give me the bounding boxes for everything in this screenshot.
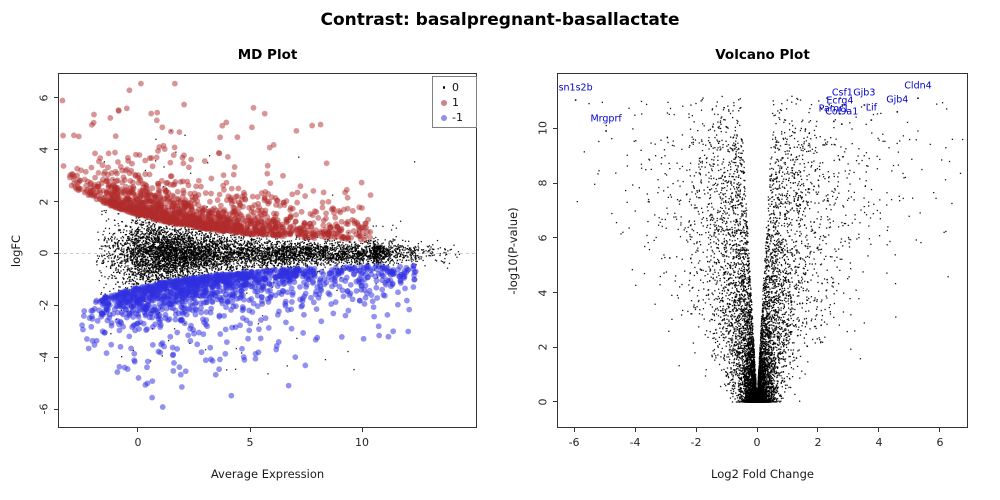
legend-swatch-icon — [440, 114, 448, 121]
volcano-x-tick-label: 0 — [753, 436, 761, 449]
md-y-tick-label: 4 — [37, 146, 51, 154]
main-title: Contrast: basalpregnant-basallactate — [320, 10, 680, 30]
md-y-tick-label: 2 — [37, 198, 51, 206]
md-y-tick — [54, 149, 58, 151]
volcano-x-tick-label: -2 — [690, 436, 702, 449]
volcano-x-tick — [878, 428, 880, 432]
md-y-tick — [54, 97, 58, 99]
gene-label-gjb4: Gjb4 — [886, 94, 909, 106]
gene-label-col9a1: Col9a1 — [825, 106, 859, 118]
md-plot-area — [58, 73, 477, 428]
volcano-y-tick — [553, 346, 557, 348]
md-y-tick-label: 6 — [37, 94, 51, 102]
md-y-tick — [54, 252, 58, 254]
volcano-x-tick-label: -4 — [629, 436, 641, 449]
volcano-x-tick-label: 6 — [936, 436, 944, 449]
md-x-tick-label: 10 — [355, 436, 370, 449]
legend-item: -1 — [440, 110, 476, 125]
md-y-tick-label: -6 — [37, 403, 51, 415]
md-y-tick — [54, 304, 58, 306]
volcano-y-tick — [553, 237, 557, 239]
md-plot-title: MD Plot — [237, 47, 298, 63]
legend-item: 0 — [440, 80, 476, 95]
volcano-x-tick-label: 4 — [875, 436, 883, 449]
volcano-y-tick — [553, 401, 557, 403]
md-y-tick — [54, 356, 58, 358]
volcano-x-tick — [817, 428, 819, 432]
md-x-tick — [361, 428, 363, 432]
legend-item: 1 — [440, 95, 476, 110]
volcano-y-tick — [553, 182, 557, 184]
gene-label-gjb3: Gjb3 — [853, 87, 876, 99]
volcano-x-tick — [573, 428, 575, 432]
md-y-tick-label: 0 — [37, 249, 51, 257]
volcano-y-tick — [553, 127, 557, 129]
gene-label-pamr1: Pamr1 — [818, 103, 850, 115]
volcano-x-tick-label: 2 — [814, 436, 822, 449]
md-legend: 0 1 -1 — [432, 76, 477, 128]
md-x-tick — [249, 428, 251, 432]
md-y-tick-label: -2 — [37, 299, 51, 311]
volcano-x-tick-label: -6 — [568, 436, 580, 449]
volcano-y-tick — [553, 292, 557, 293]
gene-label-sn1s2b: sn1s2b — [558, 82, 593, 94]
md-x-axis-label: Average Expression — [210, 467, 325, 481]
volcano-y-tick-label: 4 — [536, 289, 550, 296]
legend-label: 0 — [452, 81, 459, 94]
volcano-y-tick-label: 6 — [536, 234, 550, 242]
gene-label-csf1: Csf1 — [831, 87, 853, 99]
volcano-x-tick — [756, 428, 758, 432]
volcano-x-axis-label: Log2 Fold Change — [711, 467, 814, 481]
gene-label-mrgprf: Mrgprf — [590, 113, 622, 125]
legend-label: -1 — [452, 111, 463, 124]
md-y-axis-label: logFC — [9, 234, 23, 268]
md-y-tick — [54, 408, 58, 410]
volcano-y-tick-label: 10 — [536, 121, 550, 136]
volcano-y-axis-label: -log10(P-value) — [506, 207, 520, 295]
legend-swatch-icon — [440, 86, 448, 89]
volcano-plot-title: Volcano Plot — [715, 47, 810, 63]
md-x-tick-label: 5 — [246, 436, 254, 449]
md-x-tick-label: 0 — [134, 436, 142, 449]
md-x-tick — [137, 428, 139, 432]
gene-label-lif: Lif — [865, 102, 877, 114]
gene-label-cldn4: Cldn4 — [904, 80, 932, 92]
legend-swatch-icon — [440, 99, 448, 106]
gene-label-ecrg4: Ecrg4 — [826, 95, 854, 107]
volcano-x-tick — [695, 428, 697, 432]
md-y-tick-label: -4 — [37, 351, 51, 363]
volcano-y-tick-label: 0 — [536, 398, 550, 406]
volcano-plot-area — [557, 73, 968, 428]
md-y-tick — [54, 201, 58, 203]
legend-label: 1 — [452, 96, 459, 109]
volcano-y-tick-label: 2 — [536, 343, 550, 351]
volcano-x-tick — [939, 428, 941, 432]
volcano-y-tick-label: 8 — [536, 179, 550, 187]
volcano-x-tick — [634, 428, 636, 432]
